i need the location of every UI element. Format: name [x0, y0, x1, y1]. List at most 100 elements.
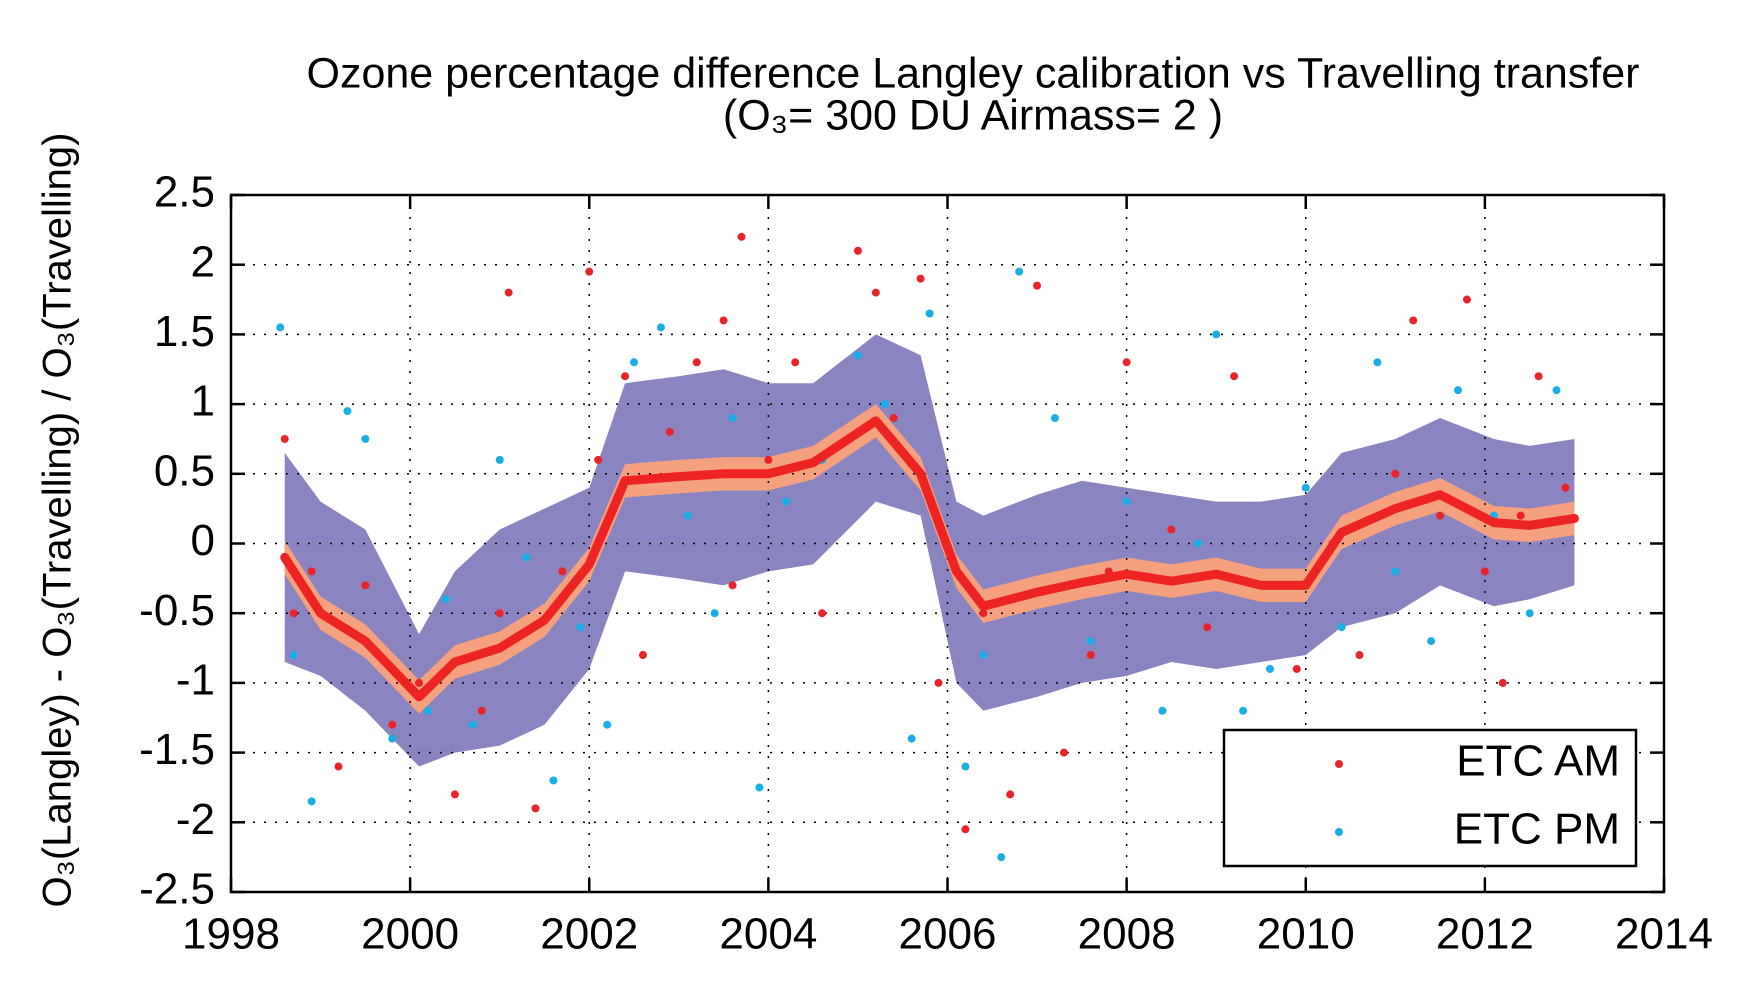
scatter-point: [871, 288, 880, 297]
scatter-point: [1409, 316, 1418, 325]
scatter-point: [853, 246, 862, 255]
x-tick-label: 2010: [1257, 910, 1355, 959]
scatter-point: [361, 434, 370, 443]
scatter-point: [388, 734, 397, 743]
scatter-point: [1212, 330, 1221, 339]
scatter-point: [1391, 567, 1400, 576]
scatter-point: [522, 553, 531, 562]
scatter-point: [468, 720, 477, 729]
y-tick-label: -2.5: [139, 865, 215, 914]
legend-marker: [1335, 828, 1343, 836]
x-tick-label: 2004: [719, 910, 817, 959]
scatter-point: [415, 678, 424, 687]
scatter-point: [1525, 609, 1534, 618]
scatter-point: [925, 309, 934, 318]
scatter-point: [728, 414, 737, 423]
legend-marker: [1335, 760, 1343, 768]
scatter-point: [764, 455, 773, 464]
scatter-point: [1050, 414, 1059, 423]
scatter-point: [997, 853, 1006, 862]
legend-box: [1222, 728, 1638, 868]
scatter-point: [979, 609, 988, 618]
scatter-point: [289, 651, 298, 660]
scatter-point: [692, 358, 701, 367]
scatter-point: [683, 511, 692, 520]
y-tick-label: -1.5: [139, 725, 215, 774]
scatter-point: [1122, 497, 1131, 506]
scatter-point: [603, 720, 612, 729]
scatter-point: [737, 232, 746, 241]
scatter-point: [907, 734, 916, 743]
scatter-point: [276, 323, 285, 332]
scatter-point: [1203, 623, 1212, 632]
y-axis-label: O₃(Langley) - O₃(Travelling) / O₃(Travel…: [36, 133, 80, 908]
y-tick-label: -1: [176, 656, 215, 705]
scatter-point: [531, 804, 540, 813]
scatter-point: [1373, 358, 1382, 367]
x-tick-label: 2002: [540, 910, 638, 959]
scatter-point: [585, 267, 594, 276]
scatter-point: [630, 358, 639, 367]
scatter-point: [450, 790, 459, 799]
scatter-point: [388, 720, 397, 729]
scatter-point: [441, 595, 450, 604]
y-tick-label: 1.5: [154, 307, 215, 356]
scatter-point: [1462, 295, 1471, 304]
scatter-point: [504, 288, 513, 297]
scatter-point: [728, 581, 737, 590]
scatter-point: [558, 567, 567, 576]
scatter-point: [334, 762, 343, 771]
scatter-point: [1033, 281, 1042, 290]
scatter-point: [495, 609, 504, 618]
scatter-point: [1391, 469, 1400, 478]
scatter-point: [1086, 637, 1095, 646]
x-tick-label: 2006: [899, 910, 997, 959]
scatter-point: [594, 455, 603, 464]
scatter-point: [1355, 651, 1364, 660]
y-tick-label: 0: [191, 516, 215, 565]
scatter-point: [1561, 483, 1570, 492]
scatter-point: [1516, 511, 1525, 520]
scatter-point: [1059, 748, 1068, 757]
legend-label: ETC AM: [1456, 737, 1620, 786]
band: [284, 404, 1575, 714]
scatter-point: [1427, 637, 1436, 646]
scatter-point: [880, 400, 889, 409]
scatter-point: [818, 609, 827, 618]
scatter-point: [1158, 706, 1167, 715]
scatter-point: [961, 762, 970, 771]
y-tick-label: 2: [191, 237, 215, 286]
x-tick-label: 2012: [1436, 910, 1534, 959]
scatter-point: [979, 651, 988, 660]
scatter-point: [307, 797, 316, 806]
scatter-point: [638, 651, 647, 660]
chart-title: Ozone percentage difference Langley cali…: [307, 49, 1640, 97]
scatter-point: [621, 372, 630, 381]
scatter-point: [1480, 567, 1489, 576]
scatter-point: [1015, 267, 1024, 276]
scatter-point: [1265, 664, 1274, 673]
y-tick-label: -0.5: [139, 586, 215, 635]
scatter-point: [1454, 386, 1463, 395]
scatter-point: [1292, 664, 1301, 673]
y-tick-label: -2: [176, 795, 215, 844]
scatter-point: [1239, 706, 1248, 715]
x-tick-label: 1998: [182, 910, 280, 959]
scatter-point: [665, 427, 674, 436]
scatter-point: [1194, 539, 1203, 548]
x-tick-label: 2008: [1078, 910, 1176, 959]
scatter-point: [477, 706, 486, 715]
scatter-point: [1122, 358, 1131, 367]
band: [284, 334, 1575, 767]
scatter-point: [710, 609, 719, 618]
scatter-point: [853, 351, 862, 360]
scatter-point: [755, 783, 764, 792]
x-tick-label: 2014: [1615, 910, 1713, 959]
scatter-point: [1167, 525, 1176, 534]
scatter-point: [656, 323, 665, 332]
scatter-point: [495, 455, 504, 464]
scatter-point: [289, 609, 298, 618]
scatter-point: [424, 706, 433, 715]
scatter-point: [934, 678, 943, 687]
